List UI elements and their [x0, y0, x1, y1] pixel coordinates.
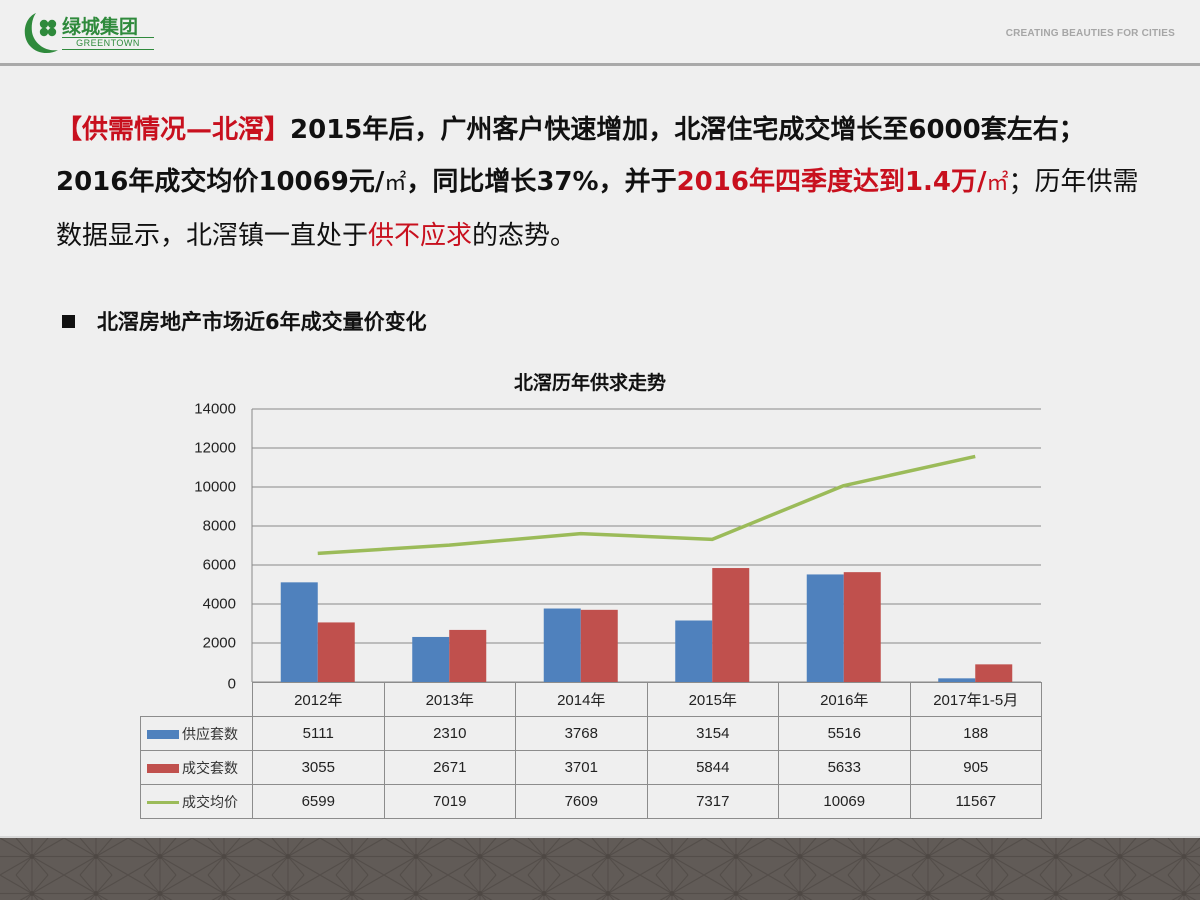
crescent-clover-icon	[24, 13, 59, 54]
table-cell: 5111	[252, 716, 385, 751]
table-cell: 5633	[778, 750, 911, 785]
table-cell: 3154	[646, 716, 779, 751]
category-header: 2012年	[252, 682, 385, 717]
y-tick-label: 4000	[202, 595, 236, 613]
y-tick-label: 12000	[194, 439, 236, 457]
legend-line-swatch-green	[147, 801, 179, 805]
intro-paragraph: 【供需情况—北滘】2015年后，广州客户快速增加，北滘住宅成交增长至6000套左…	[56, 104, 1156, 262]
chart-title: 北滘历年供求走势	[513, 372, 666, 394]
bar-deals	[580, 609, 618, 682]
intro-text-b: ，同比增长37%，并于	[406, 167, 677, 197]
tagline: CREATING BEAUTIES FOR CITIES	[1005, 28, 1175, 39]
section-title: 北滘房地产市场近6年成交量价变化	[97, 310, 427, 334]
y-tick-label: 10000	[194, 478, 236, 496]
bar-supply	[938, 678, 976, 682]
price-line	[317, 454, 976, 556]
footer-pattern-band	[0, 836, 1200, 900]
legend-label: 供应套数	[182, 725, 238, 742]
table-header-row: 2012年 2013年 2014年 2015年 2016年 2017年1-5月	[140, 682, 1042, 717]
legend-bar-swatch-blue	[147, 730, 179, 740]
intro-text-d: 的态势。	[472, 221, 577, 251]
legend-deals: 成交套数	[140, 750, 253, 785]
intro-highlight-price: 2016年四季度达到1.4万/	[676, 167, 987, 197]
unit-sqm: ㎡	[384, 171, 407, 196]
table-cell: 10069	[778, 784, 911, 819]
table-cell: 2671	[383, 750, 516, 785]
bar-deals	[317, 622, 355, 682]
table-row-deals: 成交套数 3055 2671 3701 5844 5633 905	[140, 750, 1042, 785]
chart-data-table: 2012年 2013年 2014年 2015年 2016年 2017年1-5月 …	[140, 682, 1042, 819]
bar-supply	[280, 582, 318, 682]
category-header: 2016年	[778, 682, 911, 717]
table-cell: 7019	[383, 784, 516, 819]
category-header: 2014年	[515, 682, 648, 717]
table-cell: 905	[909, 750, 1042, 785]
table-cell: 3701	[515, 750, 648, 785]
table-cell: 7609	[515, 784, 648, 819]
section-heading: 北滘房地产市场近6年成交量价变化	[62, 306, 427, 336]
legend-price: 成交均价	[140, 784, 253, 819]
legend-supply: 供应套数	[140, 716, 253, 751]
table-row-supply: 供应套数 5111 2310 3768 3154 5516 188	[140, 716, 1042, 751]
logo-english-text: GREENTOWN	[62, 37, 154, 50]
y-tick-label: 6000	[202, 556, 236, 574]
legend-label: 成交均价	[182, 793, 238, 810]
table-cell: 3055	[252, 750, 385, 785]
bar-supply	[675, 620, 713, 682]
bar-deals	[975, 664, 1013, 682]
bar-deals	[712, 568, 750, 682]
y-tick-label: 14000	[194, 400, 236, 418]
table-cell: 7317	[646, 784, 779, 819]
table-cell: 188	[909, 716, 1042, 751]
asanoha-pattern	[0, 838, 1200, 900]
logo-chinese-text: 绿城集团	[62, 16, 139, 38]
category-header: 2013年	[383, 682, 516, 717]
table-cell: 6599	[252, 784, 385, 819]
bar-supply	[543, 608, 581, 682]
table-cell: 11567	[909, 784, 1042, 819]
table-cell: 3768	[515, 716, 648, 751]
bar-supply	[806, 574, 844, 682]
slide-header: 绿城集团 GREENTOWN CREATING BEAUTIES FOR CIT…	[0, 0, 1200, 66]
table-row-price: 成交均价 6599 7019 7609 7317 10069 11567	[140, 784, 1042, 819]
table-corner	[140, 682, 253, 717]
table-cell: 5844	[646, 750, 779, 785]
intro-text-c: ；历年供需数据显示，北滘镇一直处于	[56, 167, 1139, 251]
category-header: 2015年	[646, 682, 779, 717]
bar-deals	[449, 629, 487, 682]
y-tick-label: 2000	[202, 634, 236, 652]
y-tick-label: 8000	[202, 517, 236, 535]
unit-sqm-2: ㎡	[986, 171, 1009, 196]
legend-label: 成交套数	[182, 759, 238, 776]
table-cell: 5516	[778, 716, 911, 751]
bar-deals	[843, 572, 881, 682]
legend-bar-swatch-red	[147, 764, 179, 774]
bar-supply	[412, 636, 450, 682]
table-cell: 2310	[383, 716, 516, 751]
intro-text-a: 2015年后，广州客户快速增加，北滘住宅成交增长至6000套左右；2016年成交…	[56, 115, 1085, 197]
category-header: 2017年1-5月	[909, 682, 1042, 717]
square-bullet-icon	[62, 314, 75, 328]
intro-highlight-shortage: 供不应求	[368, 221, 473, 251]
intro-heading: 【供需情况—北滘】	[56, 115, 291, 145]
greentown-logo: 绿城集团 GREENTOWN	[22, 10, 154, 56]
